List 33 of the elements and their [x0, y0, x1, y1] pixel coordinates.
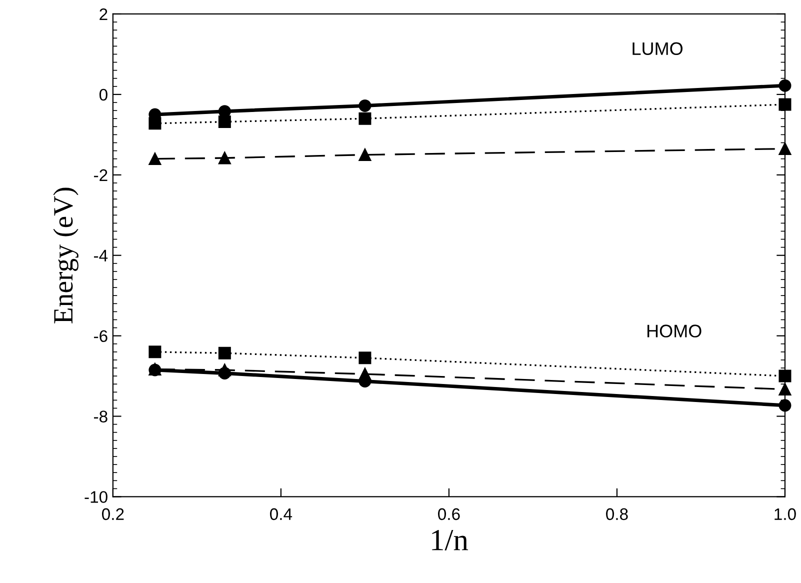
y-tick-label: 0 — [99, 88, 108, 101]
y-axis-title: Energy (eV) — [53, 188, 78, 324]
point — [148, 346, 162, 358]
x-tick-label: 0.2 — [102, 508, 124, 520]
annotation: HOMO — [647, 324, 702, 338]
point — [358, 112, 372, 125]
y-tick-label: -6 — [94, 330, 108, 342]
point — [218, 346, 231, 360]
y-tick-label: -2 — [94, 169, 108, 181]
y-tick-label: -8 — [94, 410, 108, 422]
point — [778, 370, 792, 382]
point — [358, 99, 372, 112]
point — [778, 98, 792, 111]
point — [148, 117, 162, 130]
y-tick-label: -4 — [94, 250, 108, 262]
point — [358, 148, 372, 162]
point — [358, 352, 372, 364]
x-axis-title: 1/n — [432, 530, 468, 550]
y-tick-label: 2 — [100, 8, 108, 20]
point — [148, 152, 162, 166]
point — [218, 116, 231, 128]
point — [218, 152, 231, 164]
x-tick-label: 0.4 — [270, 508, 292, 520]
annotation: LUMO — [632, 42, 683, 56]
point — [778, 79, 792, 92]
point — [778, 399, 792, 412]
x-tick-label: 1.0 — [774, 508, 796, 520]
point — [218, 366, 231, 380]
y-tick-label: -10 — [84, 491, 108, 503]
x-tick-label: 0.6 — [438, 508, 460, 520]
x-tick-label: 0.8 — [606, 508, 628, 520]
point — [778, 383, 792, 396]
point — [778, 142, 792, 156]
